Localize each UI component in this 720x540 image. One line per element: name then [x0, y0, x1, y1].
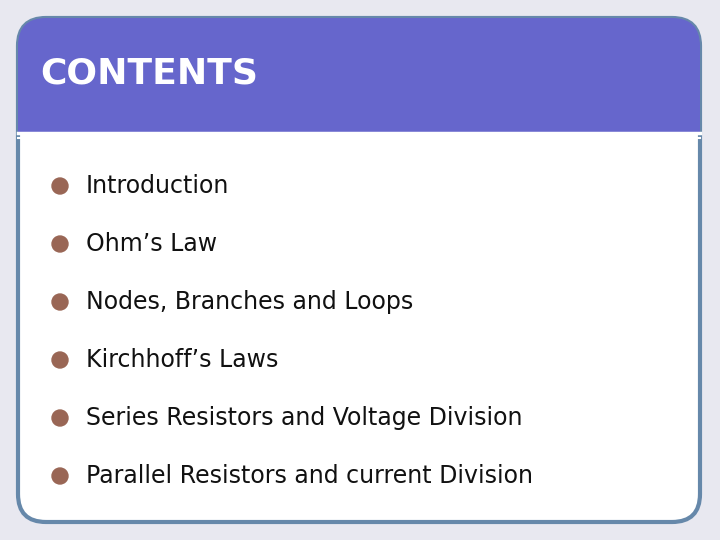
Text: Series Resistors and Voltage Division: Series Resistors and Voltage Division	[86, 406, 523, 430]
Circle shape	[52, 294, 68, 310]
Bar	[18, 103, 700, 133]
Circle shape	[52, 468, 68, 484]
FancyBboxPatch shape	[18, 18, 700, 522]
Circle shape	[52, 352, 68, 368]
Circle shape	[52, 178, 68, 194]
Text: Ohm’s Law: Ohm’s Law	[86, 232, 217, 256]
FancyBboxPatch shape	[18, 18, 700, 133]
Text: Nodes, Branches and Loops: Nodes, Branches and Loops	[86, 290, 413, 314]
Text: CONTENTS: CONTENTS	[40, 57, 258, 91]
Circle shape	[52, 236, 68, 252]
Text: Kirchhoff’s Laws: Kirchhoff’s Laws	[86, 348, 279, 372]
Text: Introduction: Introduction	[86, 174, 230, 198]
Text: Parallel Resistors and current Division: Parallel Resistors and current Division	[86, 464, 533, 488]
Circle shape	[52, 410, 68, 426]
